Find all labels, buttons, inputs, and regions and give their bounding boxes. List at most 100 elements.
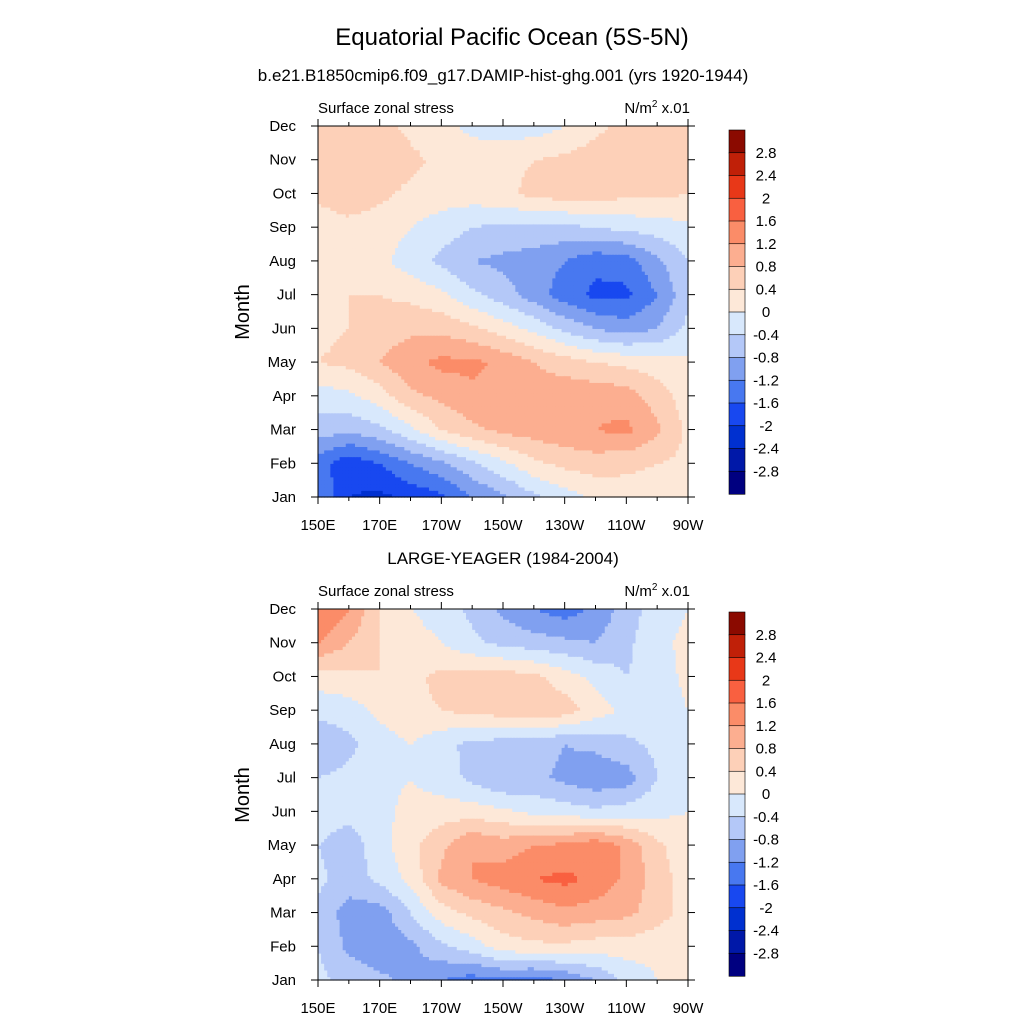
contour-cell: [478, 459, 483, 464]
contour-cell: [555, 456, 560, 461]
contour-cell: [364, 429, 368, 434]
contour-cell: [413, 476, 418, 481]
contour-cell: [407, 443, 412, 448]
contour-cell: [333, 486, 338, 491]
contour-cell: [413, 486, 418, 491]
contour-cell: [512, 439, 516, 444]
contour-cell: [521, 493, 526, 498]
contour-cell: [549, 466, 553, 471]
contour-cell: [429, 483, 433, 488]
contour-cell: [607, 490, 612, 495]
contour-cell: [416, 466, 421, 471]
contour-cell: [410, 453, 415, 458]
contour-cell: [330, 463, 335, 468]
contour-cell: [499, 446, 504, 451]
contour-cell: [598, 459, 603, 464]
contour-cell: [610, 493, 615, 498]
contour-cell: [425, 449, 430, 454]
contour-cell: [654, 476, 658, 481]
contour-cell: [379, 490, 384, 495]
contour-cell: [388, 432, 393, 437]
contour-cell: [654, 480, 658, 485]
contour-cell: [379, 453, 384, 458]
contour-cell: [573, 473, 578, 478]
contour-cell: [367, 483, 372, 488]
contour-cell: [398, 486, 402, 491]
contour-cell: [533, 436, 538, 441]
contour-cell: [543, 456, 547, 461]
contour-cell: [580, 473, 584, 478]
contour-cell: [620, 473, 624, 478]
contour-cell: [339, 456, 344, 461]
contour-cell: [595, 493, 600, 498]
contour-cell: [515, 459, 520, 464]
contour-cell: [561, 443, 566, 448]
contour-cell: [496, 453, 501, 458]
contour-cell: [567, 463, 572, 468]
contour-cell: [595, 470, 600, 474]
contour-cell: [475, 453, 479, 458]
contour-cell: [385, 493, 390, 498]
contour-cell: [410, 463, 415, 468]
contour-cell: [318, 473, 322, 478]
contour-cell: [506, 483, 510, 488]
contour-cell: [675, 470, 680, 474]
contour-cell: [623, 446, 627, 451]
contour-cell: [398, 453, 402, 458]
contour-cell: [441, 432, 446, 437]
contour-cell: [345, 483, 350, 488]
contour-cell: [580, 466, 584, 471]
contour-cell: [607, 446, 612, 451]
contour-cell: [398, 493, 402, 498]
contour-cell: [330, 439, 335, 444]
contour-cell: [382, 493, 387, 498]
contour-cell: [533, 476, 538, 481]
contour-cell: [388, 456, 393, 461]
contour-cell: [601, 429, 606, 434]
contour-cell: [669, 470, 674, 474]
contour-cell: [475, 486, 479, 491]
contour-cell: [595, 463, 600, 468]
contour-cell: [453, 429, 458, 434]
contour-cell: [509, 449, 513, 454]
contour-cell: [373, 466, 378, 471]
contour-cell: [564, 463, 569, 468]
contour-cell: [607, 439, 612, 444]
contour-cell: [370, 456, 375, 461]
contour-cell: [447, 459, 452, 464]
contour-cell: [607, 429, 612, 434]
contour-cell: [610, 456, 615, 461]
contour-cell: [629, 449, 634, 454]
contour-cell: [496, 432, 501, 437]
contour-cell: [469, 456, 473, 461]
contour-cell: [555, 436, 560, 441]
contour-cell: [644, 449, 649, 454]
contour-cell: [678, 476, 683, 481]
contour-cell: [462, 486, 467, 491]
contour-cell: [552, 459, 557, 464]
contour-cell: [367, 476, 372, 481]
contour-cell: [336, 476, 341, 481]
contour-cell: [345, 446, 350, 451]
contour-cell: [567, 443, 572, 448]
contour-cell: [361, 436, 365, 441]
contour-cell: [567, 483, 572, 488]
contour-cell: [416, 449, 421, 454]
contour-cell: [435, 446, 439, 451]
contour-cell: [632, 456, 637, 461]
contour-cell: [410, 429, 415, 434]
contour-cell: [543, 439, 547, 444]
contour-cell: [348, 449, 353, 454]
contour-cell: [425, 446, 430, 451]
contour-cell: [339, 436, 344, 441]
contour-cell: [558, 449, 563, 454]
contour-cell: [395, 490, 399, 495]
contour-cell: [318, 466, 322, 471]
contour-cell: [364, 449, 368, 454]
contour-cell: [351, 456, 356, 461]
contour-cell: [573, 486, 578, 491]
contour-cell: [456, 466, 461, 471]
contour-cell: [604, 483, 609, 488]
contour-cell: [435, 436, 439, 441]
contour-cell: [580, 446, 584, 451]
